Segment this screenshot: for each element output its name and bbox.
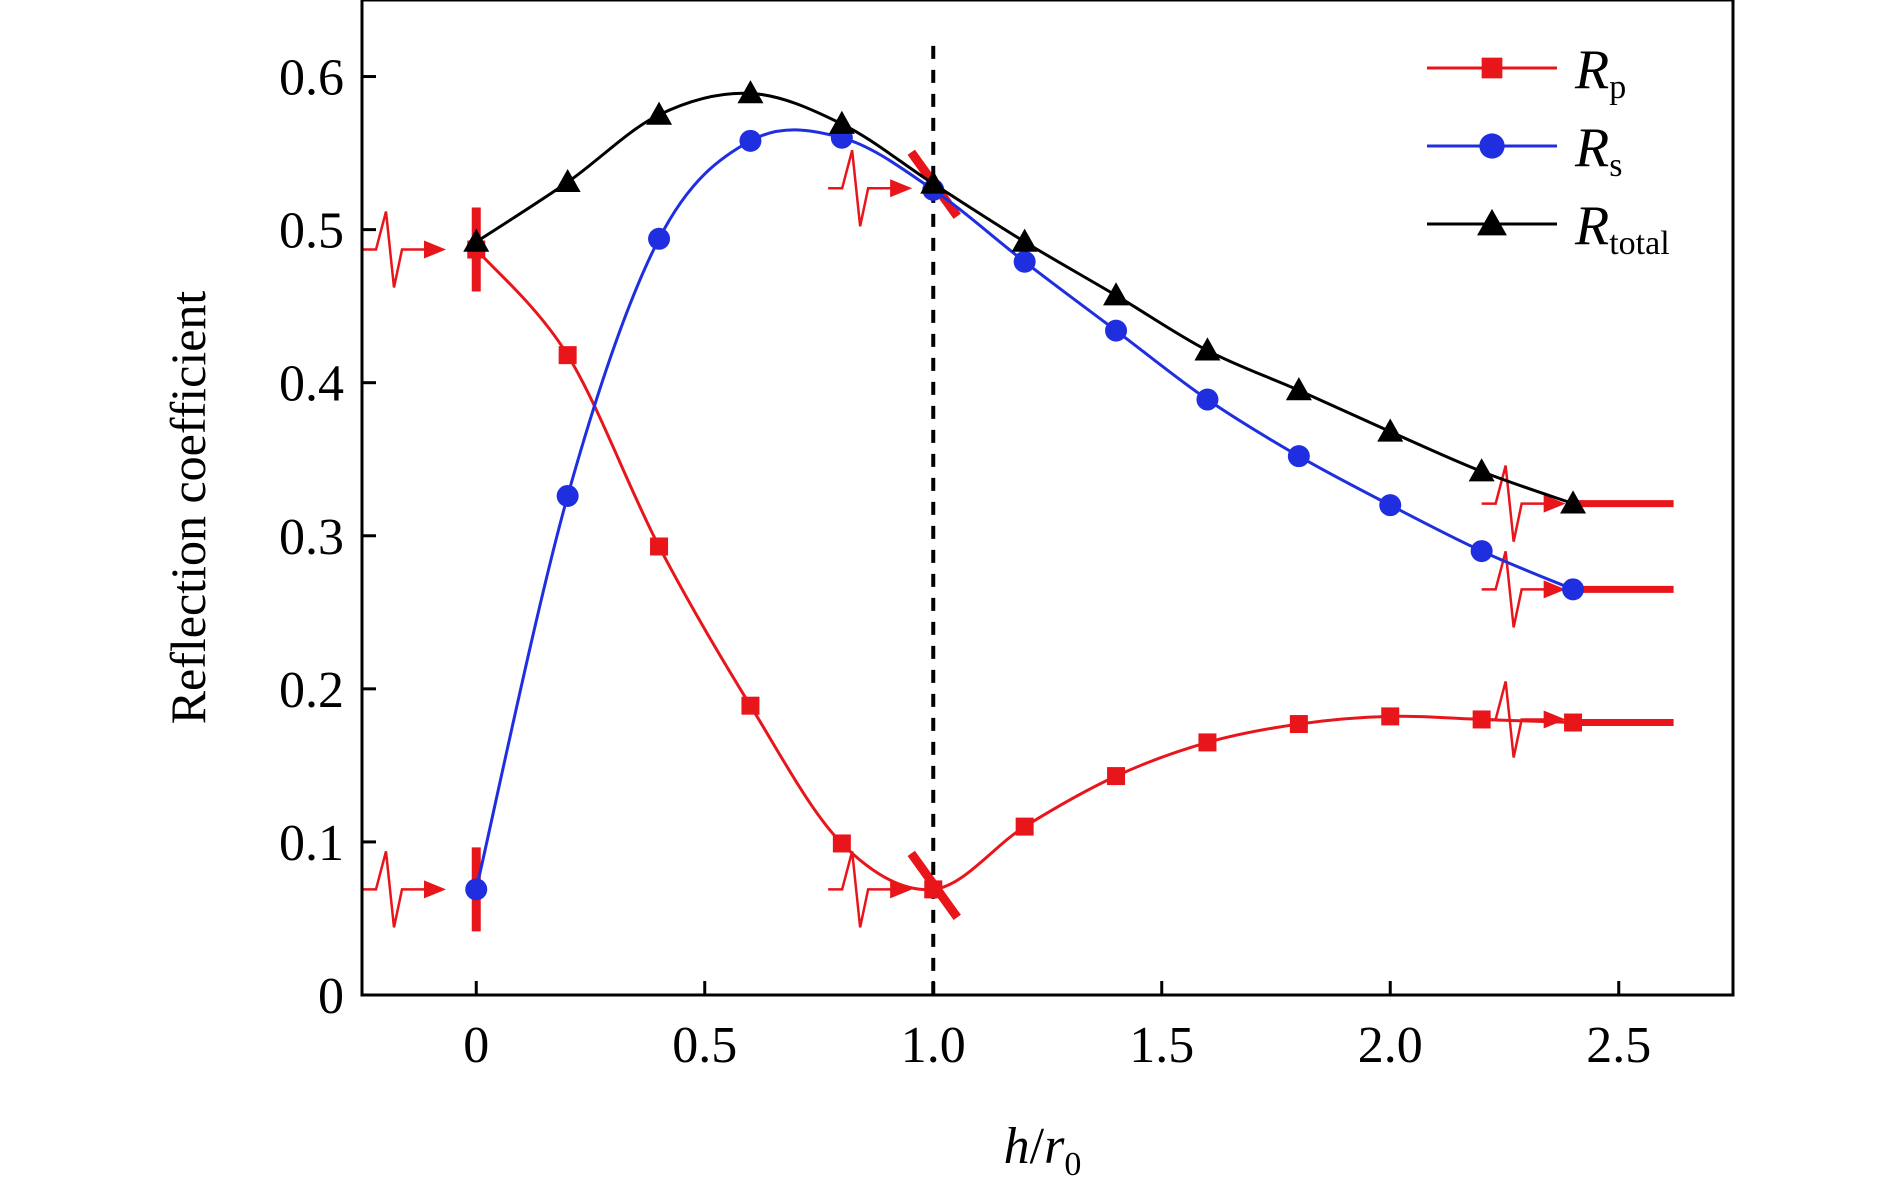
point-p-5 (924, 880, 943, 899)
point-total-6 (1011, 228, 1038, 252)
point-total-8 (1194, 337, 1221, 361)
point-s-11 (1470, 540, 1493, 563)
point-p-12 (1564, 713, 1583, 732)
legend-label-sub-p: p (1609, 69, 1626, 106)
y-tick-label-1: 0.1 (279, 815, 344, 872)
y-tick-label-5: 0.5 (279, 203, 344, 260)
x-tick-label-4: 2.0 (1358, 1017, 1423, 1074)
legend-marker-total (1477, 208, 1507, 236)
plot-frame (360, 0, 1735, 997)
series-line-total (475, 91, 1574, 506)
y-tick-label-2: 0.2 (279, 662, 344, 719)
point-s-1 (556, 484, 579, 507)
wave-pulse-5 (1481, 551, 1554, 628)
point-p-10 (1381, 707, 1400, 726)
point-total-0 (463, 228, 490, 252)
point-s-8 (1196, 388, 1219, 411)
point-total-4 (828, 110, 855, 134)
point-s-12 (1562, 578, 1585, 601)
wave-arrowhead-3 (890, 880, 913, 899)
x-tick-label-2: 1.0 (901, 1017, 966, 1074)
x-axis-label-sep: / (1030, 1118, 1045, 1175)
wave-pulse-2 (828, 149, 901, 227)
x-axis-label-h: h (1004, 1118, 1030, 1175)
legend-label-sub-total: total (1609, 225, 1669, 262)
point-total-3 (737, 80, 764, 104)
wave-arrowhead-2 (890, 179, 913, 198)
point-s-2 (648, 227, 671, 250)
x-axis-label-sub: 0 (1064, 1146, 1081, 1183)
x-tick-label-1: 0.5 (672, 1017, 737, 1074)
legend-label-main-s: R (1574, 117, 1609, 179)
wave-pulse-3 (828, 851, 901, 928)
wave-pulse-1 (362, 851, 434, 928)
point-p-7 (1107, 767, 1126, 786)
wave-arrowhead-5 (1543, 580, 1566, 599)
y-tick-label-4: 0.4 (279, 356, 344, 413)
wave-arrowhead-6 (1543, 710, 1566, 729)
point-p-9 (1289, 715, 1308, 734)
point-p-3 (741, 696, 760, 715)
point-p-8 (1198, 733, 1217, 752)
point-p-2 (650, 537, 669, 556)
point-s-9 (1287, 445, 1310, 468)
point-total-12 (1560, 490, 1587, 514)
legend-marker-p (1481, 57, 1503, 79)
point-s-10 (1379, 494, 1402, 517)
x-tick-label-3: 1.5 (1129, 1017, 1194, 1074)
point-total-9 (1285, 377, 1312, 401)
legend-marker-s (1479, 133, 1505, 159)
y-tick-label-0: 0 (318, 968, 344, 1025)
point-s-6 (1013, 250, 1036, 273)
legend-label-main-p: R (1574, 39, 1609, 101)
y-tick-label-6: 0.6 (279, 50, 344, 107)
point-total-10 (1377, 418, 1404, 442)
series-line-s (474, 128, 1574, 890)
point-s-3 (739, 129, 762, 152)
point-total-1 (554, 168, 581, 193)
point-total-2 (646, 101, 673, 125)
point-s-0 (465, 878, 488, 901)
wave-pulse-4 (1481, 465, 1554, 542)
x-axis-label: h/r0 (1004, 1118, 1082, 1183)
legend-label-total: Rtotal (1574, 195, 1670, 262)
point-p-6 (1015, 817, 1034, 836)
wave-arrowhead-1 (424, 880, 446, 899)
point-p-11 (1472, 710, 1491, 729)
legend-label-p: Rp (1574, 39, 1626, 106)
axes-layer: 0 0.5 1.0 1.5 2.0 2.5 0 0.1 0.2 0.3 0.4 0.5 0.6 (279, 50, 1651, 1074)
point-total-7 (1103, 282, 1130, 306)
point-p-4 (832, 834, 851, 853)
point-s-7 (1105, 319, 1128, 342)
wave-pulse-0 (362, 211, 434, 288)
wave-arrowhead-4 (1543, 494, 1566, 513)
point-total-5 (920, 170, 947, 194)
y-axis-label: Reflection coefficient (160, 291, 216, 725)
series-layer (463, 45, 1587, 995)
wave-arrowhead-0 (424, 240, 446, 259)
point-p-1 (558, 346, 577, 365)
x-tick-label-0: 0 (463, 1017, 489, 1074)
y-tick-label-3: 0.3 (279, 509, 344, 566)
x-axis-label-r: r (1044, 1118, 1065, 1175)
legend-label-main-total: R (1574, 195, 1609, 257)
x-tick-label-5: 2.5 (1586, 1017, 1651, 1074)
legend-label-s: Rs (1574, 117, 1622, 184)
series-line-p (475, 248, 1574, 892)
legend-label-sub-s: s (1609, 147, 1622, 184)
point-total-11 (1468, 458, 1495, 482)
